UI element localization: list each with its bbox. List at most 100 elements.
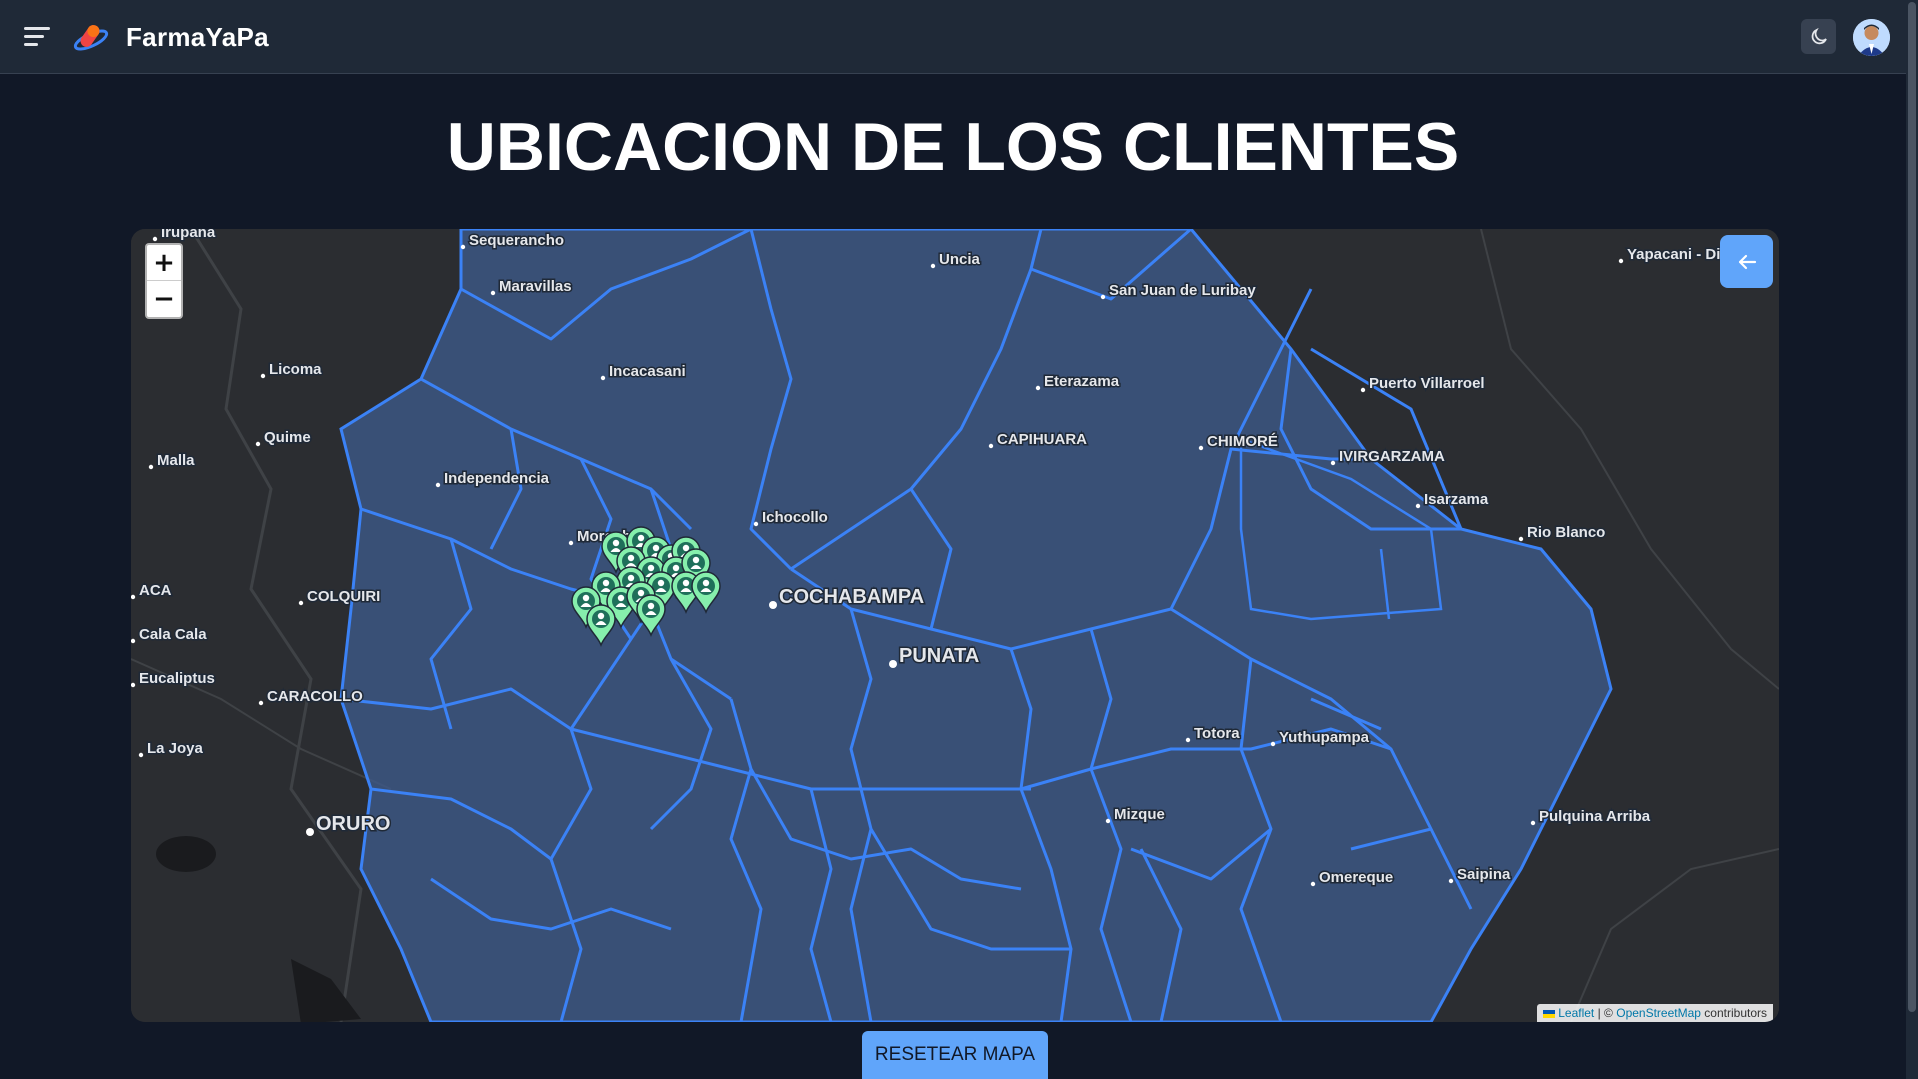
- place-dot: [889, 660, 897, 668]
- place-label: Saipina: [1448, 865, 1513, 885]
- page-title: UBICACION DE LOS CLIENTES: [446, 109, 1460, 185]
- place-label: Licoma: [260, 360, 324, 380]
- place-label-text: Uncia: [939, 251, 981, 268]
- place-label-text: CAPIHUARA: [997, 431, 1087, 448]
- place-dot: [1035, 385, 1041, 391]
- place-label: Isarzama: [1415, 490, 1490, 510]
- place-label: CAPIHUARA: [988, 430, 1089, 450]
- place-label: Pulquina Arriba: [1530, 807, 1652, 827]
- place-label-text: La Joya: [147, 740, 204, 757]
- place-label: San Juan de Luribay: [1100, 281, 1258, 301]
- page-scrollbar[interactable]: [1906, 0, 1918, 1079]
- place-label: Independencia: [435, 469, 551, 489]
- place-label: Omereque: [1310, 868, 1395, 888]
- place-label: Quime: [255, 428, 312, 448]
- user-location-pin-icon[interactable]: [586, 604, 616, 648]
- place-dot: [1100, 294, 1106, 300]
- arrow-left-icon: [1738, 254, 1756, 269]
- user-avatar-icon[interactable]: [1853, 19, 1890, 56]
- place-dot: [152, 236, 158, 242]
- user-location-pin-icon[interactable]: [691, 571, 721, 615]
- user-location-pin-icon[interactable]: [636, 594, 666, 638]
- place-label: ORURO: [306, 812, 392, 837]
- place-label: Irupana: [152, 229, 217, 243]
- user-location-pin-icon[interactable]: [601, 531, 631, 575]
- place-label-text: Isarzama: [1424, 491, 1489, 508]
- place-label-text: Quime: [264, 429, 311, 446]
- place-label-text: Eterazama: [1044, 373, 1120, 390]
- hamburger-icon[interactable]: [24, 27, 50, 47]
- cochabamba-region[interactable]: [339, 229, 1613, 1022]
- zoom-in-button[interactable]: +: [147, 245, 181, 281]
- place-label-text: Sequerancho: [469, 232, 564, 249]
- place-label-text: Pulquina Arriba: [1539, 808, 1651, 825]
- place-dot: [988, 443, 994, 449]
- place-label: Incacasani: [600, 362, 687, 382]
- reset-map-button[interactable]: RESETEAR MAPA: [862, 1031, 1048, 1079]
- place-dot: [1310, 881, 1316, 887]
- place-dot: [1105, 818, 1111, 824]
- map-place-labels: Irupana Sequerancho Uncia Yapacani - Dis Mar…: [131, 229, 1730, 888]
- client-map[interactable]: Irupana Sequerancho Uncia Yapacani - Dis Mar…: [131, 229, 1779, 1022]
- place-label: Malla: [148, 451, 197, 471]
- place-label-text: Independencia: [444, 470, 550, 487]
- back-button[interactable]: [1720, 235, 1773, 288]
- place-label: CARACOLLO: [258, 687, 365, 707]
- place-label: Puerto Villarroel: [1360, 374, 1486, 394]
- place-dot: [131, 638, 136, 644]
- place-dot: [930, 263, 936, 269]
- place-dot: [600, 375, 606, 381]
- place-label: Sequerancho: [460, 231, 566, 251]
- place-dot: [260, 373, 266, 379]
- leaflet-link[interactable]: Leaflet: [1558, 1006, 1595, 1020]
- place-label-text: Licoma: [269, 361, 322, 378]
- place-dot: [460, 244, 466, 250]
- place-label: Mizque: [1105, 805, 1166, 825]
- zoom-out-button[interactable]: −: [153, 284, 175, 314]
- osm-link[interactable]: OpenStreetMap: [1616, 1006, 1701, 1020]
- place-dot: [1618, 258, 1624, 264]
- place-label-text: Totora: [1194, 725, 1240, 742]
- zoom-control[interactable]: + −: [145, 243, 183, 319]
- pharmacy-logo-icon: [73, 25, 109, 51]
- place-label: Yapacani - Dis: [1618, 245, 1730, 265]
- place-label: Rio Blanco: [1518, 523, 1607, 543]
- attribution-contributors: contributors: [1704, 1006, 1767, 1020]
- place-label-text: Yuthupampa: [1279, 729, 1370, 746]
- place-label: Eucaliptus: [131, 669, 216, 689]
- theme-toggle-button[interactable]: [1801, 19, 1836, 54]
- place-label: Cala Cala: [131, 625, 209, 645]
- user-location-pin-icon[interactable]: [681, 548, 711, 592]
- place-label: COCHABAMPA: [769, 585, 926, 610]
- place-label-text: Omereque: [1319, 869, 1393, 886]
- place-label-text: ACA: [139, 582, 172, 599]
- moon-icon: [1811, 27, 1827, 44]
- place-label-text: IVIRGARZAMA: [1339, 448, 1445, 465]
- place-label: Eterazama: [1035, 372, 1121, 392]
- map-attribution: Leaflet | © OpenStreetMap contributors: [1537, 1004, 1773, 1022]
- place-dot: [1360, 387, 1366, 393]
- place-label-text: Rio Blanco: [1527, 524, 1605, 541]
- map-tiles[interactable]: Irupana Sequerancho Uncia Yapacani - Dis Mar…: [131, 229, 1779, 1022]
- place-dot: [1518, 536, 1524, 542]
- place-dot: [1185, 737, 1191, 743]
- attribution-separator: | ©: [1597, 1006, 1613, 1020]
- place-label-text: COLQUIRI: [307, 588, 380, 605]
- place-label: COLQUIRI: [298, 587, 382, 607]
- place-dot: [568, 540, 574, 546]
- place-label: Maravillas: [490, 277, 573, 297]
- place-dot: [435, 482, 441, 488]
- ukraine-flag-icon: [1543, 1009, 1556, 1018]
- client-markers[interactable]: [571, 526, 721, 648]
- place-dot: [148, 464, 154, 470]
- place-dot: [1530, 820, 1536, 826]
- place-dot: [306, 828, 314, 836]
- place-label-text: Eucaliptus: [139, 670, 215, 687]
- place-label-text: Ichocollo: [762, 509, 828, 526]
- place-label-text: Puerto Villarroel: [1369, 375, 1485, 392]
- brand-name[interactable]: FarmaYaPa: [126, 22, 269, 52]
- place-label-text: San Juan de Luribay: [1109, 282, 1256, 299]
- place-label-text: Mizque: [1114, 806, 1165, 823]
- place-dot: [138, 752, 144, 758]
- scrollbar-thumb[interactable]: [1908, 2, 1916, 1012]
